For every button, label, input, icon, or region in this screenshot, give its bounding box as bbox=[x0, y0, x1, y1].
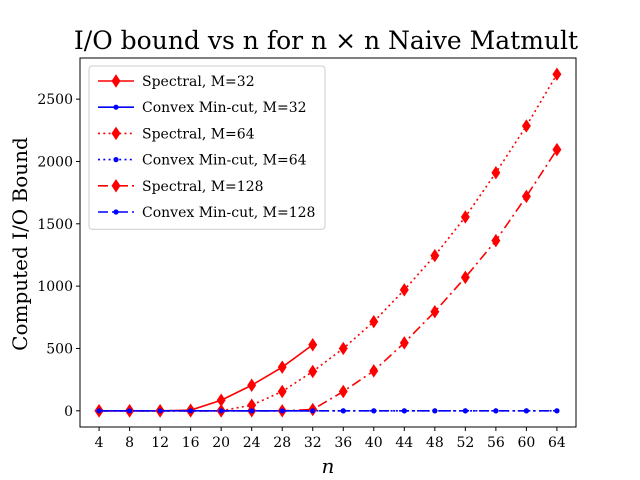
data-point bbox=[462, 408, 468, 414]
data-point bbox=[340, 408, 346, 414]
legend: Spectral, M=32 Convex Min-cut, M=32 Spectr… bbox=[88, 65, 326, 230]
data-point bbox=[523, 408, 530, 414]
legend-item: Spectral, M=64 bbox=[98, 126, 255, 142]
y-tick-label: 2500 bbox=[37, 92, 73, 108]
data-point bbox=[369, 314, 379, 329]
x-tick-label: 16 bbox=[182, 435, 200, 451]
legend-swatch-marker bbox=[113, 209, 119, 215]
data-point bbox=[460, 270, 470, 285]
data-point bbox=[338, 384, 348, 399]
legend-item: Spectral, M=32 bbox=[98, 74, 255, 90]
data-point bbox=[157, 408, 163, 414]
legend-swatch-marker bbox=[113, 157, 119, 163]
data-point bbox=[247, 378, 257, 392]
data-point bbox=[430, 248, 440, 263]
legend-item: Convex Min-cut, M=128 bbox=[98, 205, 315, 221]
y-axis-label: Computed I/O Bound bbox=[8, 137, 32, 351]
x-tick-label: 56 bbox=[487, 435, 505, 451]
series-line bbox=[99, 344, 314, 412]
data-point bbox=[308, 364, 318, 379]
x-tick-label: 12 bbox=[151, 435, 169, 451]
data-point bbox=[399, 283, 409, 297]
chart-title: I/O bound vs n for n × n Naive Matmult bbox=[74, 26, 578, 55]
x-tick-label: 32 bbox=[304, 435, 322, 451]
x-tick-label: 44 bbox=[395, 435, 413, 451]
legend-swatch-marker bbox=[111, 126, 121, 141]
x-tick-label: 48 bbox=[426, 435, 444, 451]
data-point bbox=[493, 408, 499, 414]
data-point bbox=[430, 304, 440, 319]
data-point bbox=[491, 233, 501, 248]
legend-label: Convex Min-cut, M=32 bbox=[142, 100, 307, 116]
series-5 bbox=[96, 408, 560, 414]
legend-label: Spectral, M=32 bbox=[142, 74, 255, 90]
x-tick-label: 8 bbox=[125, 435, 134, 451]
y-tick-label: 0 bbox=[64, 404, 73, 420]
data-point bbox=[249, 408, 255, 414]
data-point bbox=[552, 142, 562, 157]
data-point bbox=[277, 360, 287, 374]
plot-frame bbox=[79, 57, 577, 428]
series-line bbox=[99, 149, 558, 412]
series-0 bbox=[94, 338, 318, 418]
data-point bbox=[218, 408, 224, 414]
series-line bbox=[99, 73, 558, 412]
legend-box bbox=[88, 65, 326, 230]
data-point bbox=[460, 210, 470, 224]
data-point bbox=[399, 336, 409, 350]
x-tick-label: 64 bbox=[548, 435, 566, 451]
data-point bbox=[432, 408, 438, 414]
data-point bbox=[521, 119, 531, 133]
data-point bbox=[371, 408, 377, 414]
data-point bbox=[552, 67, 562, 81]
x-tick-label: 20 bbox=[212, 435, 230, 451]
x-tick-label: 40 bbox=[365, 435, 383, 451]
plot-area bbox=[79, 57, 577, 428]
legend-swatch-marker bbox=[113, 104, 119, 110]
legend-swatch-marker bbox=[111, 74, 121, 88]
legend-item: Convex Min-cut, M=32 bbox=[98, 100, 307, 116]
x-axis-label: n bbox=[322, 454, 335, 478]
y-axis: 0 500 1000 1500 2000 2500 bbox=[37, 92, 80, 420]
data-point bbox=[188, 408, 194, 414]
data-point bbox=[491, 165, 501, 180]
data-point bbox=[127, 408, 133, 414]
x-tick-label: 28 bbox=[273, 435, 291, 451]
data-point bbox=[277, 384, 287, 399]
y-tick-label: 1500 bbox=[37, 217, 73, 233]
data-point bbox=[96, 408, 102, 414]
data-point bbox=[279, 408, 285, 414]
x-tick-label: 36 bbox=[334, 435, 352, 451]
y-tick-label: 2000 bbox=[37, 154, 73, 170]
legend-label: Spectral, M=128 bbox=[142, 179, 264, 195]
y-tick-label: 1000 bbox=[37, 279, 73, 295]
x-axis: 4 8 12 16 20 24 28 32 36 40 44 48 52 56 60 64 bbox=[95, 427, 566, 451]
x-tick-label: 52 bbox=[456, 435, 474, 451]
x-tick-label: 4 bbox=[95, 435, 104, 451]
legend-label: Spectral, M=64 bbox=[142, 126, 255, 142]
y-tick-label: 500 bbox=[46, 341, 73, 357]
x-tick-label: 60 bbox=[517, 435, 535, 451]
data-point bbox=[308, 338, 318, 352]
data-point bbox=[369, 364, 379, 378]
data-point bbox=[310, 408, 316, 414]
data-point bbox=[554, 408, 560, 414]
x-tick-label: 24 bbox=[243, 435, 261, 451]
data-point bbox=[521, 189, 531, 204]
legend-item: Spectral, M=128 bbox=[98, 179, 264, 195]
legend-label: Convex Min-cut, M=64 bbox=[142, 153, 307, 169]
data-point bbox=[401, 408, 407, 414]
legend-label: Convex Min-cut, M=128 bbox=[142, 205, 315, 221]
legend-item: Convex Min-cut, M=64 bbox=[98, 153, 307, 169]
legend-swatch-marker bbox=[111, 179, 121, 193]
data-point bbox=[338, 341, 348, 356]
